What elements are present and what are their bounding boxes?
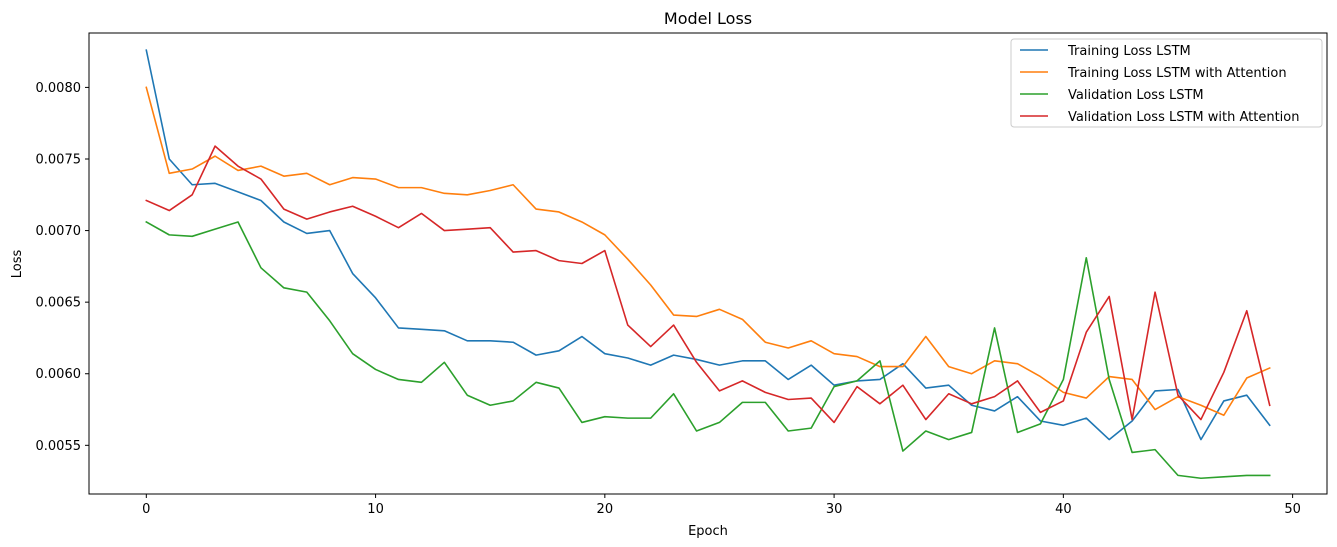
y-tick-label: 0.0060: [36, 367, 82, 382]
x-tick-label: 20: [597, 502, 614, 517]
y-tick-label: 0.0080: [36, 81, 82, 96]
legend-label-4: Validation Loss LSTM with Attention: [1068, 110, 1299, 125]
chart-title: Model Loss: [664, 9, 752, 28]
x-tick-label: 50: [1284, 502, 1301, 517]
x-axis-title: Epoch: [688, 524, 728, 539]
plot-frame: [88, 32, 1328, 495]
legend: Training Loss LSTM Training Loss LSTM wit…: [1010, 38, 1323, 128]
y-tick-label: 0.0055: [36, 439, 82, 454]
x-tick-label: 10: [367, 502, 384, 517]
y-axis-title: Loss: [10, 250, 25, 279]
legend-label-1: Training Loss LSTM: [1067, 44, 1191, 59]
series-layer: [145, 49, 1271, 480]
y-tick-label: 0.0070: [36, 224, 82, 239]
series-line-2: [145, 86, 1271, 417]
series-line-4: [145, 145, 1271, 424]
ticks-layer: 0 10 20 30 40 50 0.0055 0.0060 0.0065 0.0070 0.007…: [36, 81, 1301, 517]
x-tick-label: 30: [826, 502, 843, 517]
y-tick-label: 0.0065: [36, 296, 82, 311]
x-tick-label: 0: [142, 502, 150, 517]
x-tick-label: 40: [1055, 502, 1072, 517]
series-line-1: [145, 49, 1271, 441]
legend-label-2: Training Loss LSTM with Attention: [1067, 66, 1287, 81]
y-tick-label: 0.0075: [36, 152, 82, 167]
legend-box: [1010, 38, 1323, 128]
legend-label-3: Validation Loss LSTM: [1068, 88, 1204, 103]
series-line-3: [145, 220, 1271, 480]
